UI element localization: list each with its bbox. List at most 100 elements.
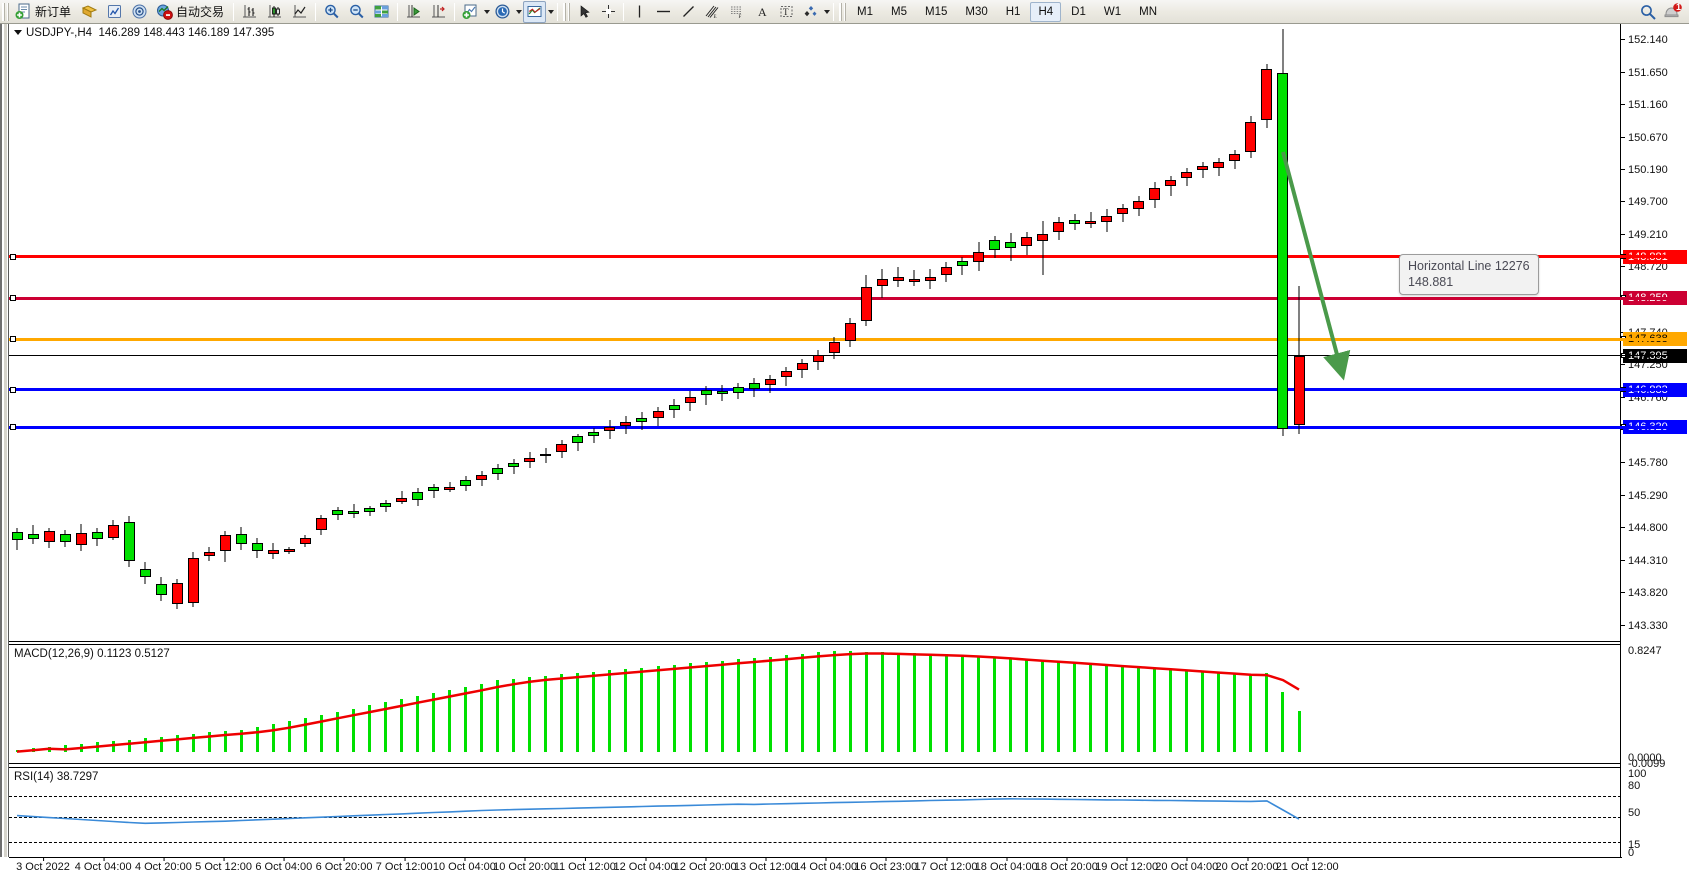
timeframe-toolbar-grip[interactable] <box>839 2 847 21</box>
timeframe-h1[interactable]: H1 <box>1005 5 1021 18</box>
search-icon[interactable] <box>1639 3 1657 21</box>
period-button[interactable] <box>491 1 514 23</box>
channel-icon: E <box>705 5 719 19</box>
horizontal-line-tool[interactable] <box>652 1 675 23</box>
timeframe-m5[interactable]: M5 <box>891 5 907 18</box>
time-axis[interactable]: 3 Oct 2022 4 Oct 04:00 4 Oct 20:00 5 Oct 12… <box>9 857 1622 879</box>
candle-wick <box>1202 162 1204 179</box>
chart-shift-button[interactable] <box>427 1 450 23</box>
macd-histogram-bar <box>993 657 997 752</box>
autotrading-button[interactable]: 自动交易 <box>153 1 229 23</box>
candlestick <box>364 505 376 517</box>
candle-wick <box>1090 211 1092 228</box>
candlestick-chart-button[interactable] <box>263 1 286 23</box>
candlestick <box>668 399 680 418</box>
level-line-handle[interactable] <box>10 386 16 393</box>
templates-dropdown-arrow[interactable] <box>547 1 554 23</box>
macd-histogram-bar <box>720 660 724 752</box>
terminal-button[interactable] <box>103 1 126 23</box>
timeframe-h4[interactable]: H4 <box>1030 1 1062 22</box>
candlestick <box>428 484 440 498</box>
candlestick <box>892 267 904 288</box>
line-chart-button[interactable] <box>288 1 311 23</box>
timeframe-d1[interactable]: D1 <box>1071 5 1086 18</box>
text-label-tool[interactable]: T <box>775 1 797 23</box>
level-line-handle[interactable] <box>10 253 16 260</box>
level-line-handle[interactable] <box>10 336 16 343</box>
macd-histogram-bar <box>848 651 852 752</box>
price-tick: 151.160 <box>1621 98 1668 112</box>
zoom-in-icon <box>325 4 339 19</box>
bar-chart-button[interactable] <box>238 1 261 23</box>
add-indicator-button[interactable] <box>459 1 482 23</box>
candlestick <box>1117 203 1129 223</box>
candle-body <box>524 457 536 462</box>
timeframe-m30[interactable]: M30 <box>965 5 988 18</box>
shapes-dropdown-arrow[interactable] <box>823 1 830 23</box>
candlestick <box>636 412 648 430</box>
candlestick <box>812 349 824 370</box>
templates-button[interactable] <box>523 0 547 23</box>
macd-title: MACD(12,26,9) 0.1123 0.5127 <box>14 648 170 660</box>
timeframe-m15[interactable]: M15 <box>925 5 948 18</box>
timeframe-m1[interactable]: M1 <box>857 5 874 18</box>
macd-histogram-bar <box>303 717 307 752</box>
zoom-in-button[interactable] <box>320 1 343 23</box>
fibonacci-tool[interactable]: F <box>726 1 749 23</box>
draw-toolbar-grip[interactable] <box>563 2 571 21</box>
period-dropdown-arrow[interactable] <box>515 1 522 23</box>
rsi-level-50 <box>9 817 1676 818</box>
level-line-handle[interactable] <box>10 295 16 302</box>
equidistant-channel-tool[interactable]: E <box>701 1 724 23</box>
cursor-tool[interactable] <box>573 1 595 23</box>
timeframe-w1[interactable]: W1 <box>1103 5 1122 18</box>
candle-body <box>1261 69 1273 120</box>
expert-advisors-button[interactable] <box>78 1 101 23</box>
candlestick <box>91 528 103 546</box>
time-tick-label: 20 Oct 04:00 <box>1155 857 1219 873</box>
macd-histogram-bar <box>287 721 291 752</box>
level-line-handle[interactable] <box>10 424 16 431</box>
price-tick: 145.780 <box>1621 456 1668 470</box>
auto-scroll-button[interactable] <box>402 1 425 23</box>
candle-body <box>492 468 504 474</box>
price-pane[interactable]: USDJPY-,H4 146.289 148.443 146.189 147.3… <box>9 24 1676 642</box>
toolbar-divider-1 <box>233 2 235 21</box>
candlestick <box>1245 115 1257 159</box>
price-tick: 148.720 <box>1621 260 1668 274</box>
main-toolbar: 新订单 自动交易 <box>0 0 1689 24</box>
candle-body <box>1277 72 1289 430</box>
macd-histogram-bar <box>1185 670 1189 752</box>
candle-body <box>1213 162 1225 168</box>
trendline-tool[interactable] <box>677 1 699 23</box>
notifications-icon[interactable]: 1 <box>1663 2 1683 21</box>
macd-pane[interactable]: MACD(12,26,9) 0.1123 0.5127 <box>9 644 1676 764</box>
price-axis[interactable]: 152.140 151.650 151.160 150.670 150.190 149.7… <box>1620 24 1689 859</box>
toolbar-grip[interactable] <box>2 2 9 21</box>
add-indicator-dropdown-arrow[interactable] <box>483 1 490 23</box>
candlestick <box>139 561 151 585</box>
candlestick <box>1021 231 1033 256</box>
vertical-line-tool[interactable] <box>628 1 650 23</box>
candlestick <box>1293 286 1305 435</box>
macd-histogram-bar <box>576 673 580 752</box>
new-order-label: 新订单 <box>35 5 72 19</box>
data-window-button[interactable] <box>370 1 393 23</box>
candle-body <box>764 379 776 385</box>
candlestick <box>171 578 183 610</box>
svg-text:T: T <box>783 7 789 17</box>
shapes-tool[interactable] <box>799 1 822 23</box>
toolbar-divider-3 <box>397 2 399 21</box>
signals-button[interactable] <box>128 1 151 23</box>
crosshair-tool[interactable] <box>597 1 619 23</box>
text-tool[interactable]: A <box>751 1 773 23</box>
zoom-out-button[interactable] <box>345 1 368 23</box>
new-order-button[interactable]: 新订单 <box>12 1 76 23</box>
time-tick-label: 20 Oct 20:00 <box>1215 857 1279 873</box>
timeframe-mn[interactable]: MN <box>1139 5 1157 18</box>
candle-body <box>668 404 680 410</box>
symbol-dropdown-icon[interactable] <box>14 30 22 36</box>
rsi-pane[interactable]: RSI(14) 38.7297 <box>9 767 1676 857</box>
candle-body <box>1053 222 1065 232</box>
macd-histogram-bar <box>207 732 211 752</box>
